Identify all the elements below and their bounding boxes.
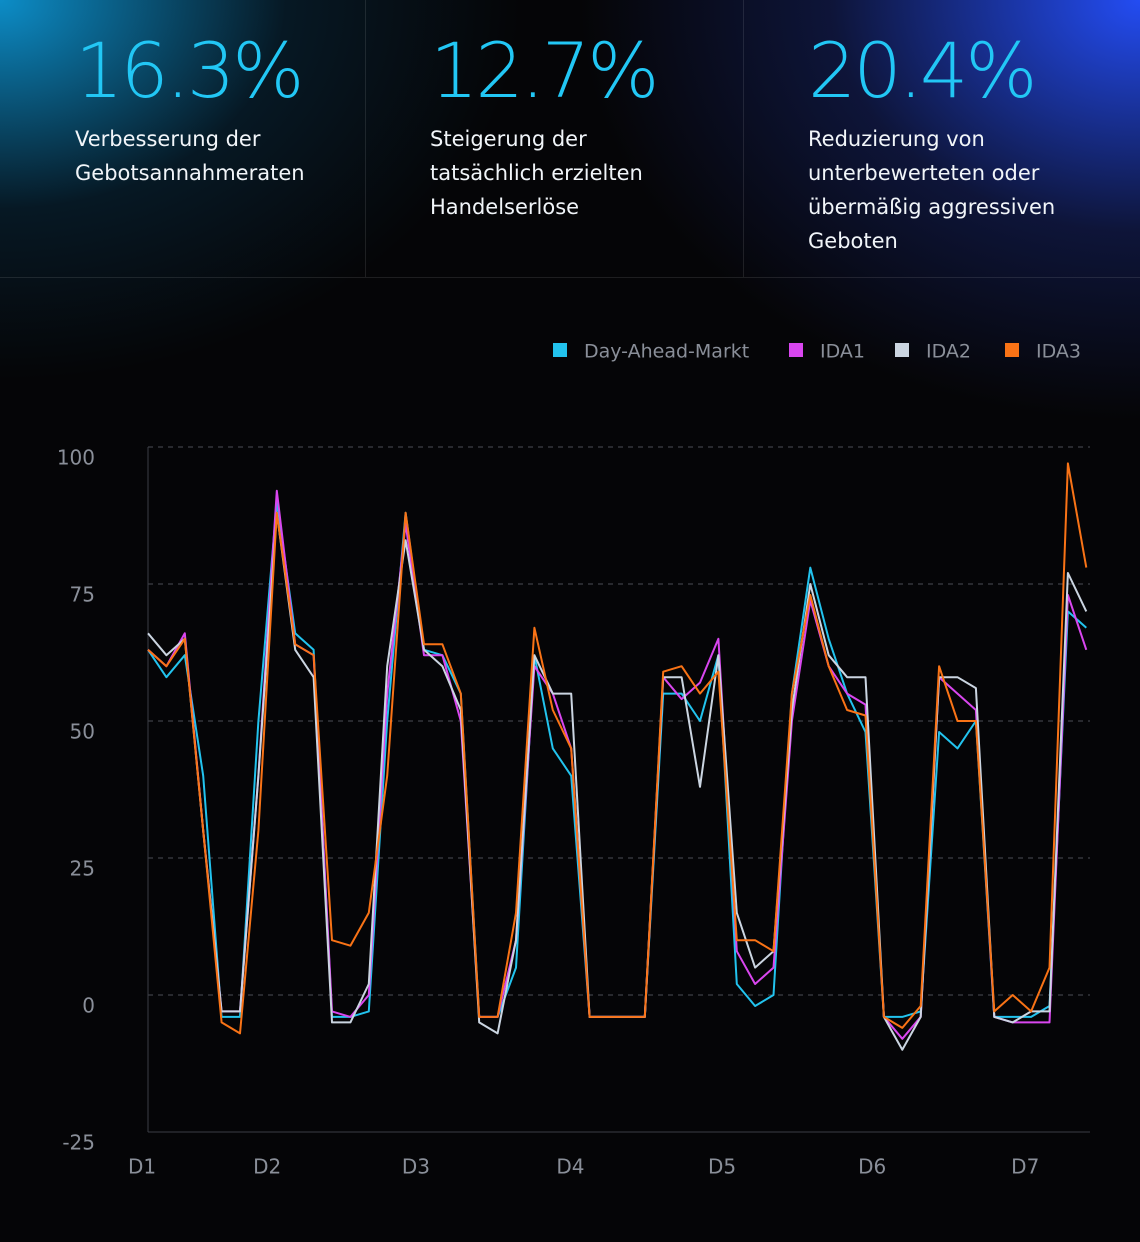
x-tick-label: D2	[253, 1155, 281, 1179]
stat: 20.4% Reduzierung von unterbewerteten ode…	[744, 0, 1140, 278]
y-tick-label: 25	[70, 857, 95, 881]
legend-label: IDA1	[820, 341, 865, 363]
x-tick-label: D5	[708, 1155, 736, 1179]
y-tick-label: 50	[70, 720, 95, 744]
y-tick-label: 100	[57, 446, 95, 470]
x-tick-label: D4	[556, 1155, 584, 1179]
stat-value: 16.3%	[75, 26, 304, 115]
legend-label: IDA2	[926, 341, 971, 363]
y-tick-label: -25	[62, 1131, 95, 1155]
x-tick-label: D7	[1011, 1155, 1039, 1179]
x-tick-label: D3	[402, 1155, 430, 1179]
legend-label: Day-Ahead-Markt	[584, 341, 749, 363]
stat: 16.3% Verbesserung der Gebotsannahmeraten	[0, 0, 366, 278]
x-tick-label: D1	[128, 1155, 156, 1179]
legend-swatch	[895, 343, 909, 357]
stat-label: Verbesserung der Gebotsannahmeraten	[75, 127, 305, 185]
legend-swatch	[553, 343, 567, 357]
stat-label: Steigerung der tatsächlich erzielten Han…	[430, 127, 643, 219]
series-line	[147, 489, 1088, 1040]
stat-label: Reduzierung von unterbewerteten oder übe…	[808, 127, 1056, 253]
y-tick-label: 0	[82, 994, 95, 1018]
series-line	[147, 500, 1087, 1018]
stat-value: 12.7%	[430, 26, 659, 115]
x-tick-label: D6	[858, 1155, 886, 1179]
stat-value: 20.4%	[808, 26, 1037, 115]
legend-swatch	[789, 343, 803, 357]
legend-swatch	[1005, 343, 1019, 357]
series-line	[147, 462, 1088, 1035]
stat: 12.7% Steigerung der tatsächlich erzielte…	[366, 0, 744, 278]
legend-label: IDA3	[1036, 341, 1081, 363]
y-tick-label: 75	[70, 583, 95, 607]
